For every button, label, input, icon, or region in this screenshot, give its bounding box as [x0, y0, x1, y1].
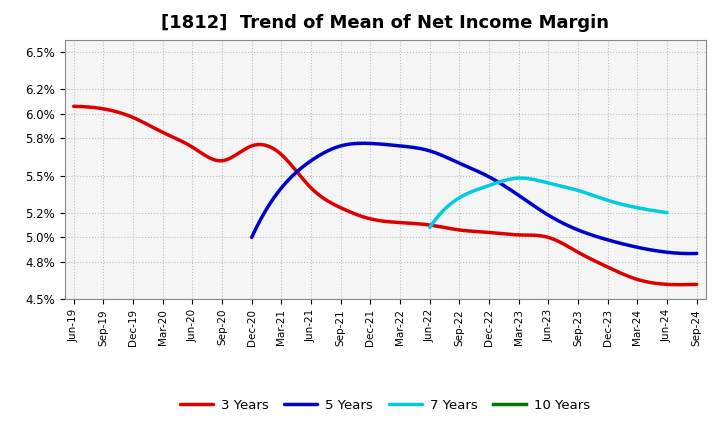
- Line: 3 Years: 3 Years: [73, 106, 697, 285]
- Legend: 3 Years, 5 Years, 7 Years, 10 Years: 3 Years, 5 Years, 7 Years, 10 Years: [175, 394, 595, 417]
- 7 Years: [662, 210, 671, 215]
- 3 Years: [675, 282, 684, 287]
- 5 Years: [249, 231, 258, 237]
- 3 Years: [440, 225, 449, 230]
- 5 Years: [652, 248, 661, 253]
- 7 Years: [567, 186, 576, 191]
- Line: 7 Years: 7 Years: [430, 178, 667, 227]
- 3 Years: [71, 104, 80, 109]
- 7 Years: [426, 224, 435, 229]
- 5 Years: [514, 192, 523, 198]
- 5 Years: [686, 251, 695, 256]
- 5 Years: [521, 198, 530, 203]
- 3 Years: [438, 224, 447, 230]
- 7 Years: [642, 207, 650, 212]
- 3 Years: [451, 227, 459, 232]
- 5 Years: [359, 141, 368, 146]
- 7 Years: [626, 204, 635, 209]
- 3 Years: [595, 260, 603, 265]
- 5 Years: [624, 242, 633, 248]
- 3 Years: [693, 282, 701, 287]
- Line: 5 Years: 5 Years: [252, 143, 697, 253]
- 3 Years: [69, 104, 78, 109]
- Title: [1812]  Trend of Mean of Net Income Margin: [1812] Trend of Mean of Net Income Margi…: [161, 15, 609, 33]
- 7 Years: [426, 225, 434, 230]
- 7 Years: [567, 186, 575, 191]
- 5 Years: [248, 235, 256, 240]
- 5 Years: [693, 251, 701, 256]
- 7 Years: [572, 187, 580, 192]
- 7 Years: [516, 176, 524, 181]
- 5 Years: [513, 191, 521, 197]
- 3 Years: [634, 277, 643, 282]
